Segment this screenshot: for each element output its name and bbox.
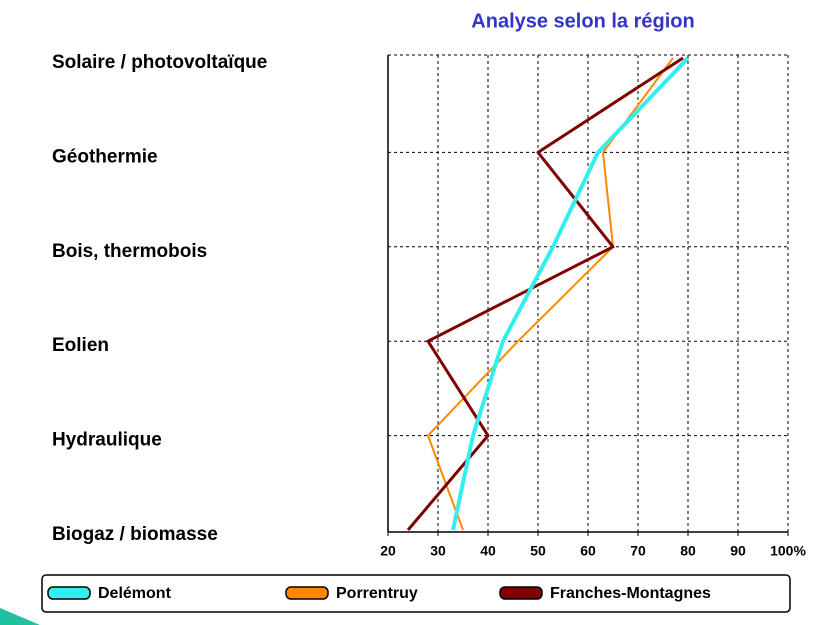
x-tick-label: 20 [380, 543, 396, 559]
x-tick-label: 60 [580, 543, 596, 559]
legend-swatch [47, 586, 91, 600]
series-line [451, 56, 690, 531]
chart-title: Analyse selon la région [471, 10, 694, 32]
legend-label: Franches-Montagnes [550, 585, 711, 602]
legend-swatch [285, 586, 329, 600]
category-label: Eolien [52, 335, 109, 356]
legend-label: Delémont [98, 585, 172, 602]
legend-box [41, 574, 791, 613]
x-tick-label: 70 [630, 543, 646, 559]
category-label: Hydraulique [52, 430, 162, 451]
x-tick-label: 90 [730, 543, 746, 559]
series-line [427, 57, 674, 531]
x-tick-label: 40 [480, 543, 496, 559]
x-tick-label: 80 [680, 543, 696, 559]
decoration [0, 608, 40, 625]
category-label: Géothermie [52, 146, 158, 167]
category-label: Biogaz / biomasse [52, 524, 218, 545]
x-tick-label: 100% [770, 543, 806, 559]
x-tick-label: 50 [530, 543, 546, 559]
series-line [406, 56, 684, 531]
x-tick-label: 30 [430, 543, 446, 559]
legend-label: Porrentruy [336, 585, 418, 602]
legend-swatch [499, 586, 543, 600]
category-label: Solaire / photovoltaïque [52, 52, 267, 73]
category-label: Bois, thermobois [52, 241, 207, 262]
